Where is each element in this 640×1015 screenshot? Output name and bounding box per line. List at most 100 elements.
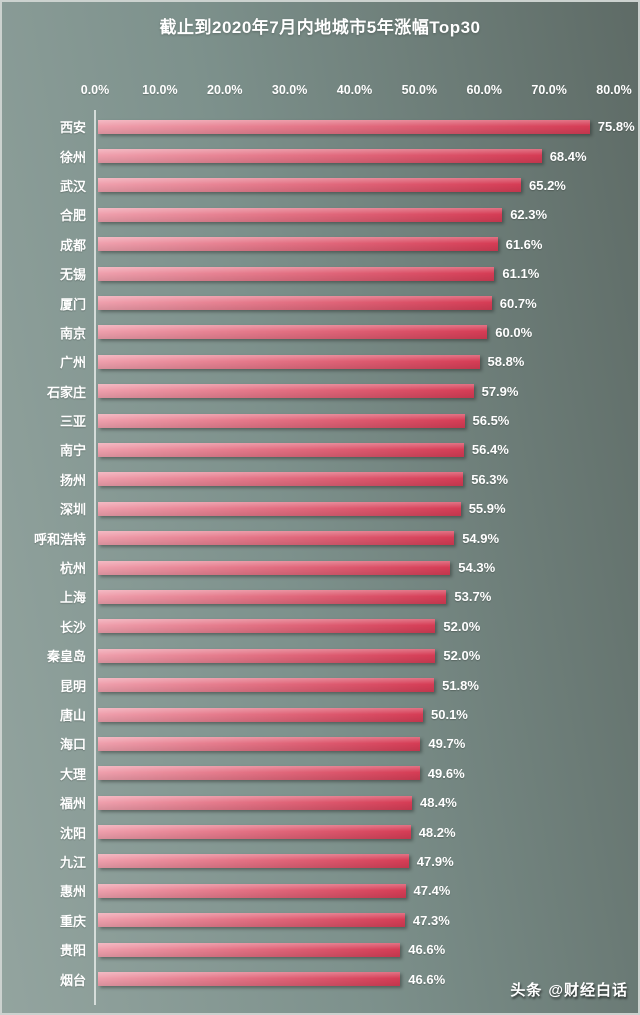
value-label: 62.3% xyxy=(510,207,548,223)
city-label: 福州 xyxy=(59,796,86,812)
city-label: 石家庄 xyxy=(46,384,86,400)
value-bar xyxy=(98,325,488,340)
value-bar xyxy=(98,296,492,311)
value-label: 58.8% xyxy=(487,354,525,370)
city-label: 昆明 xyxy=(59,678,86,694)
value-bar xyxy=(98,736,421,751)
x-tick-label: 10.0% xyxy=(142,83,178,97)
city-label: 广州 xyxy=(59,355,86,371)
watermark: 头条 @财经白话 xyxy=(510,979,628,1000)
city-label: 深圳 xyxy=(59,502,86,518)
value-label: 68.4% xyxy=(549,148,587,164)
city-label: 大理 xyxy=(59,766,86,782)
y-axis-line xyxy=(94,110,96,1005)
value-label: 53.7% xyxy=(454,589,492,605)
city-label: 沈阳 xyxy=(59,825,86,841)
plot-area: 西安 75.8% 徐州 68.4% 武汉 65.2% 合肥 62.3% 成都 61.6% 无锡 61.… xyxy=(2,110,638,1005)
value-bar xyxy=(98,384,474,399)
city-label: 三亚 xyxy=(59,414,86,430)
bar-row: 三亚 56.5% xyxy=(2,406,638,435)
value-bar xyxy=(98,119,590,134)
city-label: 合肥 xyxy=(59,208,86,224)
city-label: 唐山 xyxy=(59,708,86,723)
bar-row: 扬州 56.3% xyxy=(2,465,638,494)
value-label: 57.9% xyxy=(481,383,519,399)
value-bar xyxy=(98,266,495,281)
value-label: 48.2% xyxy=(418,824,456,840)
bar-row: 昆明 51.8% xyxy=(2,670,638,699)
value-bar xyxy=(98,442,464,457)
bar-row: 深圳 55.9% xyxy=(2,494,638,523)
value-label: 75.8% xyxy=(597,119,635,135)
city-label: 惠州 xyxy=(59,884,86,900)
bar-row: 沈阳 48.2% xyxy=(2,817,638,846)
value-label: 51.8% xyxy=(442,677,479,693)
value-label: 55.9% xyxy=(468,501,506,517)
value-label: 61.1% xyxy=(502,266,540,282)
value-bar xyxy=(98,354,480,369)
x-tick-label: 40.0% xyxy=(336,83,373,97)
watermark-handle: @财经白话 xyxy=(548,982,628,999)
value-label: 52.0% xyxy=(443,618,481,634)
chart-title: 截止到2020年7月内地城市5年涨幅Top30 xyxy=(159,18,481,37)
value-label: 60.7% xyxy=(499,295,537,311)
value-bar xyxy=(98,178,521,193)
city-label: 厦门 xyxy=(59,296,86,312)
city-label: 秦皇岛 xyxy=(46,649,86,665)
bar-row: 九江 47.9% xyxy=(2,847,638,876)
value-bar xyxy=(98,795,412,810)
value-bar xyxy=(98,972,401,987)
value-label: 56.4% xyxy=(471,442,509,458)
city-label: 烟台 xyxy=(59,972,86,988)
x-axis: 0.0% 10.0% 20.0% 30.0% 40.0% 50.0% 60.0% 70.0% 8… xyxy=(2,83,638,99)
bar-row: 惠州 47.4% xyxy=(2,876,638,905)
city-label: 海口 xyxy=(59,737,86,753)
x-tick-label: 60.0% xyxy=(466,83,502,97)
value-label: 47.4% xyxy=(413,883,451,899)
city-label: 成都 xyxy=(59,237,86,253)
value-bar xyxy=(98,648,436,663)
value-label: 54.3% xyxy=(458,560,496,576)
bar-row: 徐州 68.4% xyxy=(2,141,638,170)
bar-row: 福州 48.4% xyxy=(2,788,638,817)
value-bar xyxy=(98,707,423,722)
value-bar xyxy=(98,413,465,428)
bar-row: 唐山 50.1% xyxy=(2,700,638,729)
value-bar xyxy=(98,883,406,898)
value-bar xyxy=(98,854,409,869)
value-label: 56.5% xyxy=(472,413,510,429)
city-label: 无锡 xyxy=(59,267,86,283)
value-label: 52.0% xyxy=(443,648,481,664)
city-label: 呼和浩特 xyxy=(33,531,86,547)
city-label: 贵阳 xyxy=(59,943,86,959)
bar-row: 海口 49.7% xyxy=(2,729,638,758)
value-bar xyxy=(98,207,503,222)
value-bar xyxy=(98,472,464,487)
bar-row: 厦门 60.7% xyxy=(2,288,638,317)
value-bar xyxy=(98,766,420,781)
x-tick-label: 70.0% xyxy=(531,83,567,97)
value-bar xyxy=(98,237,498,252)
watermark-brand: 头条 xyxy=(510,982,543,999)
bar-row: 广州 58.8% xyxy=(2,347,638,376)
value-label: 65.2% xyxy=(529,177,566,193)
x-tick-label: 20.0% xyxy=(207,83,243,97)
value-label: 48.4% xyxy=(420,795,457,811)
city-label: 上海 xyxy=(59,590,86,606)
bar-rows: 西安 75.8% 徐州 68.4% 武汉 65.2% 合肥 62.3% 成都 61.6% 无锡 61.… xyxy=(2,112,638,994)
value-label: 46.6% xyxy=(408,971,446,987)
bar-row: 南京 60.0% xyxy=(2,318,638,347)
bar-row: 成都 61.6% xyxy=(2,230,638,259)
bar-row: 南宁 56.4% xyxy=(2,435,638,464)
bar-row: 贵阳 46.6% xyxy=(2,935,638,964)
value-bar xyxy=(98,825,411,840)
value-label: 47.3% xyxy=(412,912,450,928)
city-label: 扬州 xyxy=(59,472,86,488)
city-label: 南京 xyxy=(59,325,86,341)
value-label: 49.7% xyxy=(428,736,466,752)
x-tick-label: 80.0% xyxy=(596,83,632,97)
bar-row: 无锡 61.1% xyxy=(2,259,638,288)
city-label: 九江 xyxy=(59,854,86,870)
value-label: 50.1% xyxy=(431,707,468,722)
